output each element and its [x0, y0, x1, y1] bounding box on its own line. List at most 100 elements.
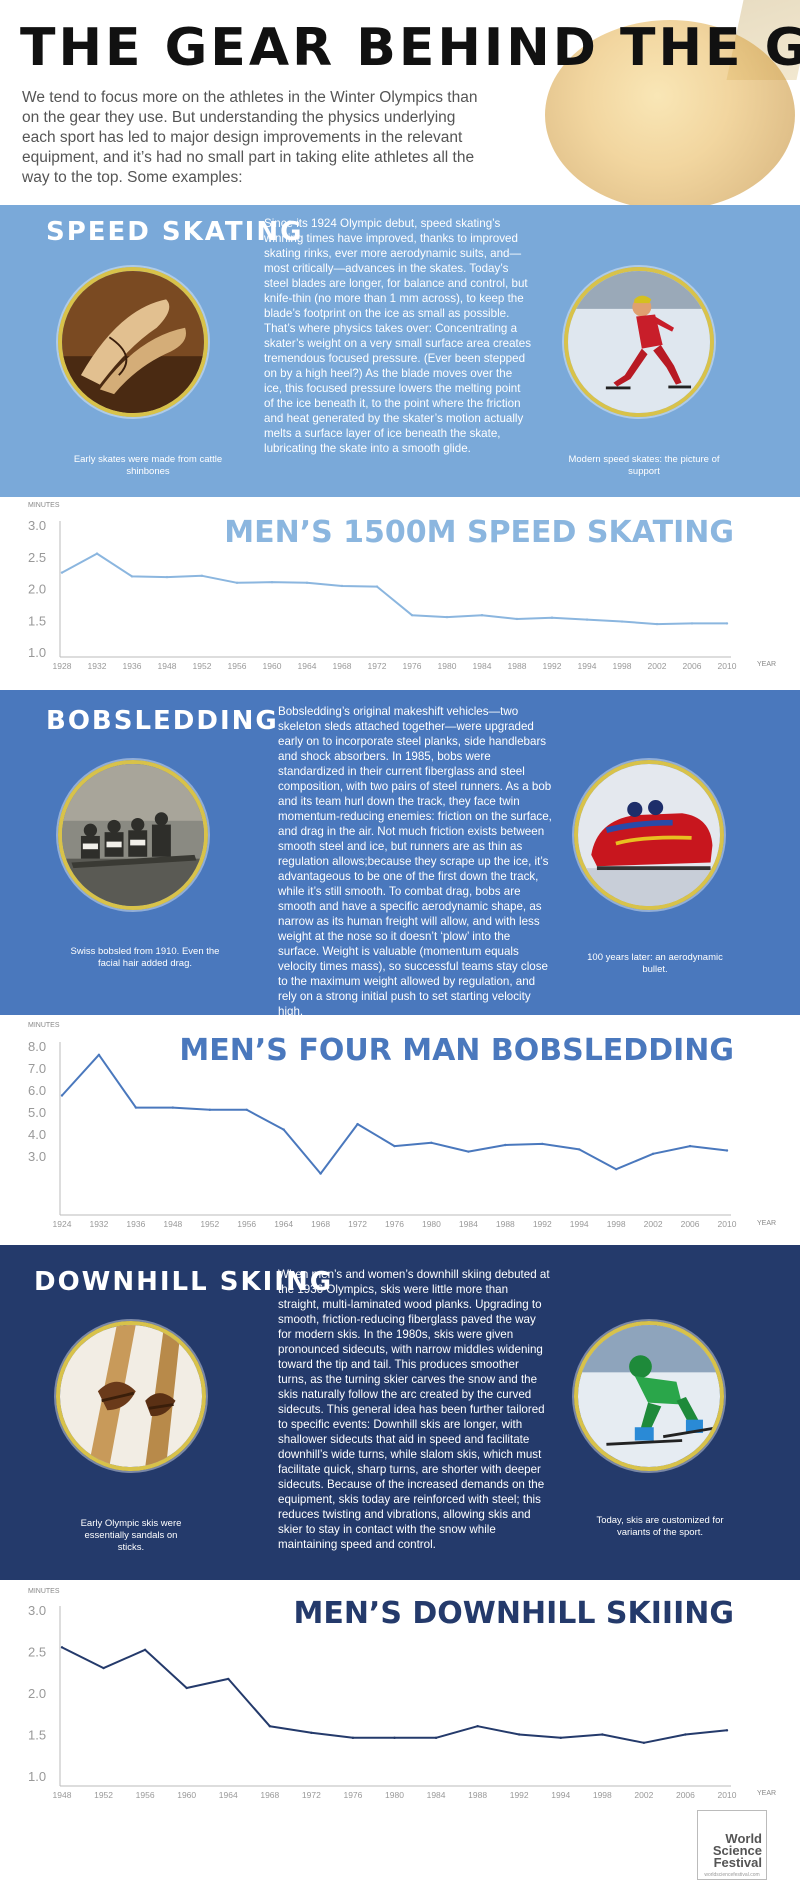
data-point [319, 1172, 322, 1175]
data-point [585, 618, 589, 621]
data-point [467, 1150, 470, 1153]
x-tick-label: 1964 [274, 1219, 293, 1229]
data-point [60, 1094, 64, 1097]
x-tick-label: 1928 [53, 661, 72, 671]
x-tick-label: 1968 [311, 1219, 330, 1229]
wooden-skis-photo [56, 1321, 206, 1471]
y-tick-label: 1.0 [28, 645, 46, 660]
x-tick-label: 1956 [136, 1790, 155, 1800]
data-point [310, 1731, 313, 1735]
y-tick-label: 2.0 [28, 1686, 46, 1701]
x-tick-label: 2002 [648, 661, 667, 671]
data-point [517, 1733, 521, 1736]
x-tick-label: 1998 [607, 1219, 626, 1229]
y-axis-label: MINUTES [28, 1588, 60, 1595]
x-tick-label: 1984 [427, 1790, 446, 1800]
series-line [61, 1646, 728, 1744]
modern-bobsled-photo [574, 760, 724, 910]
bone-skates-photo [58, 267, 208, 417]
x-tick-label: 1956 [228, 661, 247, 671]
x-tick-label: 1948 [163, 1219, 182, 1229]
downhill-chart: 3.0 2.5 2.0 1.5 1.0 1948 1952 1956 1960 1964 1968 1… [0, 1580, 800, 1890]
y-tick-label: 2.0 [28, 582, 46, 597]
y-axis-label: MINUTES [28, 502, 60, 509]
data-point [245, 1108, 248, 1111]
world-science-festival-logo: World Science Festival worldsciencefesti… [697, 1810, 767, 1880]
y-tick-label: 3.0 [28, 1603, 46, 1618]
data-point [375, 585, 379, 588]
data-point [410, 613, 414, 617]
x-tick-label: 1980 [438, 661, 457, 671]
header: THE GEAR BEHIND THE GOLD We tend to focu… [0, 0, 800, 205]
gold-medal-icon [545, 20, 795, 205]
bobsledding-section: BOBSLEDDING Swiss bobsled from 1910. Eve… [0, 690, 800, 1015]
x-axis-label: YEAR [757, 1220, 777, 1227]
speed-skater-photo [564, 267, 714, 417]
downhill-skiing-title: DOWNHILL SKIING [34, 1267, 334, 1297]
data-point [208, 1108, 211, 1111]
speed-skating-chart-title: MEN’S 1500M SPEED SKATING [224, 515, 734, 550]
data-point [651, 1152, 655, 1155]
bobsledding-chart-title: MEN’S FOUR MAN BOBSLEDDING [179, 1033, 734, 1068]
x-tick-label: 1968 [333, 661, 352, 671]
x-tick-label: 1984 [473, 661, 492, 671]
x-tick-label: 1998 [593, 1790, 612, 1800]
x-tick-label: 1972 [368, 661, 387, 671]
x-tick-label: 1998 [613, 661, 632, 671]
x-tick-label: 1992 [543, 661, 562, 671]
speed-skating-chart: 3.0 2.5 2.0 1.5 1.0 1928 1932 1936 1948 1952 1956 1… [0, 497, 800, 690]
data-point [340, 584, 344, 588]
downhill-chart-title: MEN’S DOWNHILL SKIIING [293, 1596, 734, 1631]
downhill-skier-photo [574, 1321, 724, 1471]
data-point [725, 1149, 729, 1152]
x-tick-label: 1960 [263, 661, 282, 671]
x-tick-label: 1960 [177, 1790, 196, 1800]
x-tick-label: 1956 [237, 1219, 256, 1229]
data-point [504, 1143, 507, 1147]
x-axis-label: YEAR [757, 1790, 777, 1797]
data-point [550, 616, 554, 619]
x-tick-label: 1976 [403, 661, 422, 671]
y-tick-label: 3.0 [28, 518, 46, 533]
x-tick-label: 1936 [123, 661, 142, 671]
x-tick-label: 1964 [219, 1790, 238, 1800]
x-tick-label: 2006 [676, 1790, 695, 1800]
data-point [134, 1106, 138, 1109]
downhill-right-caption: Today, skis are customized for variants … [596, 1515, 724, 1538]
x-tick-label: 1984 [459, 1219, 478, 1229]
data-point [393, 1144, 396, 1148]
x-tick-label: 1988 [468, 1790, 487, 1800]
bobsledding-body: Bobsledding’s original makeshift vehicle… [278, 705, 552, 1015]
bobsledding-chart-svg: 8.0 7.0 6.0 5.0 4.0 3.0 1924 1932 1936 1948 1952 19… [28, 1039, 737, 1229]
y-tick-label: 6.0 [28, 1083, 46, 1098]
x-tick-label: 1948 [158, 661, 177, 671]
logo-line-2: Science [712, 1843, 762, 1858]
data-point [578, 1148, 581, 1151]
data-point [235, 581, 239, 584]
data-point [97, 1053, 101, 1056]
data-point [725, 622, 729, 625]
x-tick-label: 1994 [578, 661, 597, 671]
bobsledding-right-caption: 100 years later: an aerodynamic bullet. [587, 952, 723, 975]
data-point [684, 1733, 687, 1736]
speed-skating-right-caption: Modern speed skates: the picture of supp… [568, 454, 720, 477]
data-point [356, 1122, 359, 1126]
y-tick-label: 2.5 [28, 550, 46, 565]
data-point [270, 580, 274, 584]
x-tick-label: 1992 [510, 1790, 529, 1800]
data-point [620, 620, 624, 623]
x-tick-label: 2006 [683, 661, 702, 671]
x-tick-label: 1968 [260, 1790, 279, 1800]
x-tick-label: 2002 [634, 1790, 653, 1800]
speed-skating-chart-svg: 3.0 2.5 2.0 1.5 1.0 1928 1932 1936 1948 1952 1956 1… [28, 518, 737, 671]
intro-text: We tend to focus more on the athletes in… [22, 89, 478, 186]
data-point [102, 1666, 105, 1670]
data-point [430, 1141, 433, 1144]
vintage-bobsled-photo [58, 760, 208, 910]
downhill-body: When men’s and women’s downhill skiing d… [278, 1268, 550, 1551]
x-tick-label: 1980 [385, 1790, 404, 1800]
y-tick-label: 1.5 [28, 1728, 46, 1743]
y-tick-label: 5.0 [28, 1105, 46, 1120]
data-point [268, 1725, 272, 1728]
data-point [60, 1646, 64, 1649]
